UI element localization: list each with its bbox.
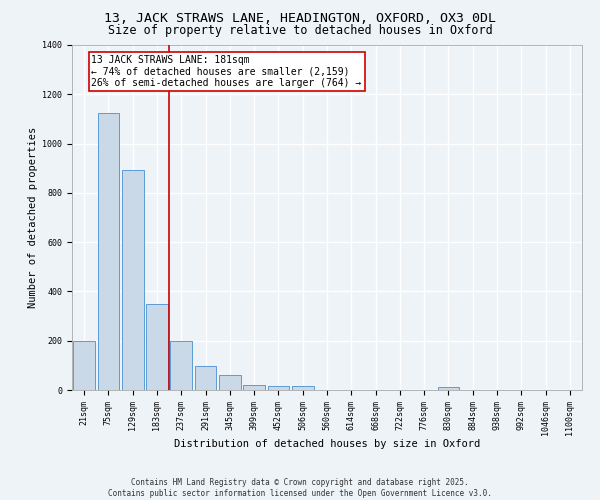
Bar	[219, 375, 241, 390]
Bar	[292, 386, 314, 390]
Text: Contains HM Land Registry data © Crown copyright and database right 2025.
Contai: Contains HM Land Registry data © Crown c…	[108, 478, 492, 498]
Bar	[437, 387, 460, 390]
Bar	[146, 304, 168, 390]
Bar	[122, 170, 143, 390]
Bar	[194, 366, 217, 390]
Bar	[170, 342, 192, 390]
Text: 13 JACK STRAWS LANE: 181sqm
← 74% of detached houses are smaller (2,159)
26% of : 13 JACK STRAWS LANE: 181sqm ← 74% of det…	[91, 55, 362, 88]
Bar	[97, 113, 119, 390]
Bar	[268, 386, 289, 390]
Y-axis label: Number of detached properties: Number of detached properties	[28, 127, 38, 308]
X-axis label: Distribution of detached houses by size in Oxford: Distribution of detached houses by size …	[174, 439, 480, 449]
Text: Size of property relative to detached houses in Oxford: Size of property relative to detached ho…	[107, 24, 493, 37]
Bar	[73, 342, 95, 390]
Text: 13, JACK STRAWS LANE, HEADINGTON, OXFORD, OX3 0DL: 13, JACK STRAWS LANE, HEADINGTON, OXFORD…	[104, 12, 496, 26]
Bar	[243, 384, 265, 390]
